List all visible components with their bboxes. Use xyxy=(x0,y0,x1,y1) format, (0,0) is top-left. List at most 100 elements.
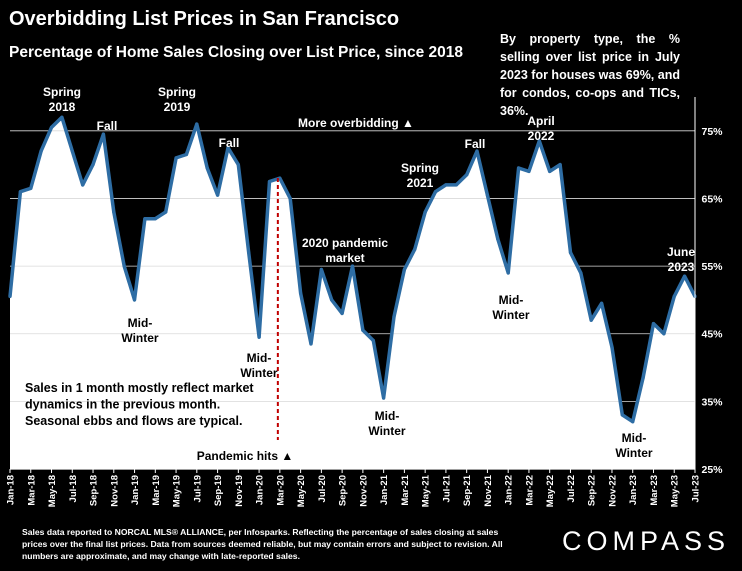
x-tick-label: Mar-23 xyxy=(649,475,660,506)
data-point xyxy=(423,210,427,214)
sales-note: Sales in 1 month mostly reflect market dy… xyxy=(25,381,254,428)
data-point xyxy=(216,193,220,197)
data-point xyxy=(319,267,323,272)
annotation-fall2022: Fall xyxy=(609,281,630,295)
data-point xyxy=(651,322,656,326)
y-tick-label: 25% xyxy=(701,464,723,476)
x-tick-label: May-23 xyxy=(670,475,681,507)
annotation-pandemic_hits: Pandemic hits ▲ xyxy=(197,449,294,463)
x-tick-label: May-19 xyxy=(172,475,183,507)
data-point xyxy=(81,183,85,187)
data-point xyxy=(361,328,365,332)
x-tick-label: Jan-21 xyxy=(379,474,390,505)
data-point xyxy=(631,420,635,424)
data-point xyxy=(49,125,54,129)
annotation-spring2018: Spring 2018 xyxy=(43,85,81,114)
x-tick-label: Jan-22 xyxy=(504,475,515,505)
data-point xyxy=(641,376,645,380)
x-tick-label: Jan-18 xyxy=(6,475,17,505)
chart-subtitle: Percentage of Home Sales Closing over Li… xyxy=(9,44,463,61)
x-tick-label: Jul-20 xyxy=(317,475,328,502)
y-tick-label: 75% xyxy=(701,126,723,138)
data-point xyxy=(392,315,396,319)
data-point xyxy=(465,173,469,177)
x-tick-label: Sep-22 xyxy=(587,475,598,506)
annotation-midwinter2022: Mid-Winter xyxy=(492,293,530,322)
data-point xyxy=(164,210,168,214)
data-point xyxy=(600,301,604,305)
data-point xyxy=(174,156,178,160)
data-point xyxy=(527,169,531,173)
annotation-spring2019: Spring 2019 xyxy=(158,85,196,114)
y-tick-label: 35% xyxy=(701,396,723,408)
data-point xyxy=(683,274,687,278)
annotation-spring2021: Spring 2021 xyxy=(401,161,439,190)
data-point xyxy=(112,210,116,214)
data-point xyxy=(101,132,105,136)
annotation-more_overbidding: More overbidding ▲ xyxy=(298,116,414,130)
data-point xyxy=(195,122,199,126)
x-tick-label: Jul-18 xyxy=(68,475,79,502)
x-tick-label: Mar-18 xyxy=(26,475,37,506)
data-point xyxy=(91,163,95,167)
x-tick-label: Mar-20 xyxy=(275,475,286,506)
data-point xyxy=(143,217,147,221)
x-tick-label: Mar-21 xyxy=(400,474,411,505)
data-point xyxy=(548,169,552,173)
data-point xyxy=(60,115,64,119)
data-point xyxy=(506,271,510,275)
data-point xyxy=(382,396,386,400)
x-tick-label: Sep-20 xyxy=(338,475,349,506)
data-point xyxy=(371,338,375,343)
data-point xyxy=(496,237,500,241)
data-point xyxy=(454,183,458,187)
data-point xyxy=(29,186,33,190)
data-point xyxy=(340,311,344,315)
x-tick-label: Sep-18 xyxy=(89,475,100,506)
data-point xyxy=(184,152,188,157)
annotation-midwinter2019: Mid-Winter xyxy=(121,316,159,345)
data-point xyxy=(226,146,230,150)
compass-logo: COMPASS xyxy=(562,526,731,556)
data-point xyxy=(672,294,676,299)
data-point xyxy=(330,298,334,302)
annotation-midwinter2020: Mid-Winter xyxy=(240,351,278,380)
annotation-midwinter2021: Mid-Winter xyxy=(368,409,406,438)
x-tick-label: May-20 xyxy=(296,475,307,507)
data-point xyxy=(18,190,22,194)
annotation-fall2021: Fall xyxy=(465,137,486,151)
data-point xyxy=(288,196,292,201)
data-point xyxy=(485,193,489,197)
data-point xyxy=(122,264,126,268)
data-point xyxy=(132,298,137,302)
data-point xyxy=(350,264,355,268)
data-point xyxy=(205,166,209,170)
data-point xyxy=(475,149,479,153)
area-fill xyxy=(10,117,695,470)
data-point xyxy=(278,176,282,180)
data-point xyxy=(299,291,303,295)
x-tick-label: Nov-21 xyxy=(483,474,494,506)
x-tick-label: Sep-19 xyxy=(213,475,224,506)
data-point xyxy=(662,332,666,336)
x-tick-label: Nov-22 xyxy=(607,475,618,507)
x-tick-label: Jul-21 xyxy=(441,474,452,502)
x-tick-label: Mar-19 xyxy=(151,475,162,506)
annotation-april2022: April 2022 xyxy=(527,114,554,143)
data-point xyxy=(610,345,614,349)
x-tick-label: Jan-23 xyxy=(628,475,639,505)
x-tick-label: Jul-19 xyxy=(192,475,203,502)
data-point xyxy=(433,190,438,194)
x-tick-label: Jan-20 xyxy=(255,475,266,505)
x-tick-label: Nov-20 xyxy=(358,475,369,507)
x-tick-label: Jul-22 xyxy=(566,475,577,502)
data-point xyxy=(620,413,624,417)
data-point xyxy=(267,179,272,184)
data-point xyxy=(444,183,448,187)
data-point xyxy=(413,247,417,251)
data-point xyxy=(558,163,562,167)
data-point xyxy=(579,271,583,275)
x-tick-label: Jul-23 xyxy=(691,475,702,502)
